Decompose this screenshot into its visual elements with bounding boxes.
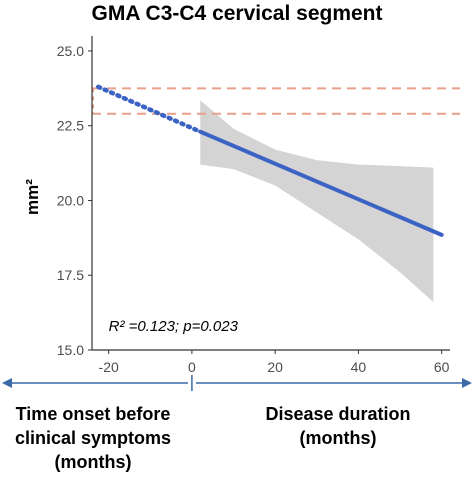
y-axis-label: mm² [23, 179, 42, 215]
series-line-solid [198, 129, 444, 237]
confidence-band [200, 100, 434, 303]
reference-lines-layer [92, 87, 460, 115]
y-tick-label: 25.0 [57, 43, 84, 59]
timeline-left-line-1: Time onset before [15, 404, 171, 424]
y-tick-label: 17.5 [57, 267, 84, 283]
x-tick-label: 0 [188, 359, 196, 375]
series-layer [95, 84, 444, 237]
x-tick-label: -20 [99, 359, 119, 375]
y-tick-label: 15.0 [57, 342, 84, 358]
timeline-left-line-3: (months) [54, 452, 132, 472]
x-tick-label: 40 [351, 359, 367, 375]
timeline-arrows [2, 375, 472, 391]
axis-layer [91, 36, 450, 351]
timeline-right-arrowhead [462, 378, 472, 388]
timeline-left-arrowhead [2, 378, 12, 388]
timeline-right-label: Disease duration (months) [244, 402, 432, 450]
series-line-dotted [95, 84, 203, 134]
x-tick-label: 60 [434, 359, 450, 375]
chart-title: GMA C3-C4 cervical segment [91, 2, 383, 25]
y-tick-label: 22.5 [57, 118, 84, 134]
tick-layer: 15.0 17.5 20.0 22.5 25.0 -20 0 20 40 60 [57, 43, 450, 375]
timeline-right-line-1: Disease duration [265, 404, 411, 424]
stats-annotation: R² =0.123; p=0.023 [109, 318, 239, 335]
timeline-right-line-2: (months) [299, 428, 377, 448]
x-tick-label: 20 [267, 359, 283, 375]
y-tick-label: 20.0 [57, 192, 84, 208]
timeline-left-line-2: clinical symptoms [14, 428, 172, 448]
confidence-band-layer [200, 100, 434, 303]
timeline-left-label: Time onset before clinical symptoms (mon… [0, 402, 186, 474]
